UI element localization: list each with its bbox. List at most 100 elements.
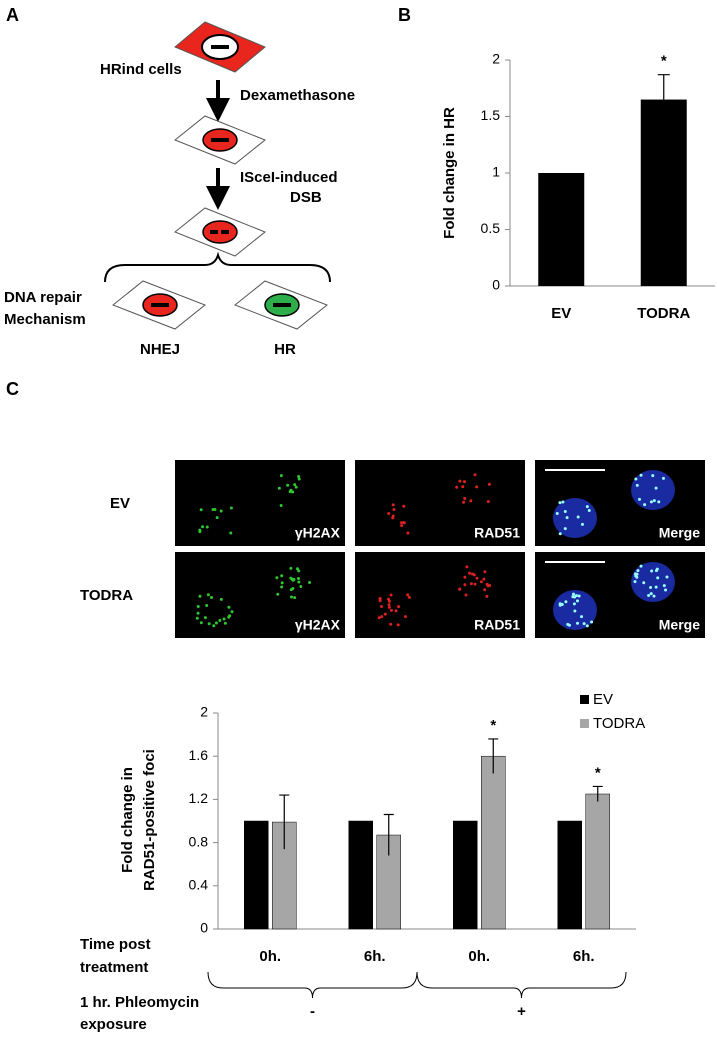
focus (389, 593, 393, 597)
focus (294, 485, 298, 489)
y-axis-label: Fold change in (119, 767, 136, 873)
focus (483, 588, 487, 592)
focus (650, 569, 654, 573)
nucleus (631, 470, 675, 510)
focus (383, 612, 387, 616)
y-tick-label: 1 (492, 164, 500, 180)
focus (462, 500, 466, 504)
group-label: + (517, 1003, 526, 1020)
focus (652, 499, 656, 503)
focus (639, 473, 643, 477)
diagram-text: ISceI-induced (240, 169, 338, 186)
bar (538, 173, 585, 286)
focus (576, 621, 580, 625)
bar (585, 793, 610, 930)
focus (662, 584, 666, 588)
channel-label: γH2AX (295, 525, 341, 541)
y-tick-label: 1.2 (189, 790, 209, 806)
y-axis-label: RAD51-positive foci (141, 749, 158, 891)
panel-label: A (6, 5, 19, 25)
focus (198, 530, 202, 534)
focus (196, 604, 200, 608)
focus (400, 521, 404, 525)
error-bar (488, 738, 499, 774)
channel-label: RAD51 (474, 617, 520, 633)
focus (657, 500, 661, 504)
legend-swatch (580, 695, 589, 704)
focus (483, 570, 487, 574)
focus (394, 609, 398, 613)
focus (280, 585, 284, 589)
focus (573, 595, 577, 599)
diagram-text: NHEJ (140, 341, 180, 358)
focus (558, 532, 562, 536)
focus (223, 621, 227, 625)
focus (647, 594, 651, 598)
y-tick-label: 0 (492, 277, 500, 293)
focus (561, 500, 565, 504)
focus (587, 508, 591, 512)
row-label: TODRA (80, 587, 133, 604)
focus (573, 609, 577, 613)
focus (563, 527, 567, 531)
focus (473, 473, 477, 477)
focus (391, 503, 395, 507)
bar (481, 755, 506, 930)
focus (214, 621, 218, 625)
nucleus (631, 562, 675, 602)
legend-label: TODRA (593, 715, 645, 732)
focus (391, 514, 395, 518)
y-tick-label: 0.4 (189, 877, 209, 893)
focus (572, 602, 576, 606)
focus (488, 583, 492, 587)
focus (582, 622, 586, 626)
focus (565, 516, 569, 520)
focus (649, 585, 653, 589)
focus (275, 576, 279, 580)
focus (585, 505, 589, 509)
legend-swatch (580, 719, 589, 728)
focus (212, 624, 216, 628)
group-label: - (310, 1003, 315, 1020)
focus (291, 578, 295, 582)
focus (558, 501, 562, 505)
focus (196, 611, 200, 615)
focus (293, 596, 297, 600)
focus (590, 620, 594, 624)
image-panel (175, 552, 345, 638)
focus (403, 615, 407, 619)
focus (479, 580, 483, 584)
focus (639, 564, 643, 568)
focus (392, 508, 396, 512)
focus (291, 586, 295, 590)
focus (563, 509, 567, 513)
focus (230, 610, 234, 614)
x-tick-label: 6h. (364, 948, 386, 965)
focus (649, 500, 653, 504)
y-tick-label: 1.6 (189, 747, 209, 763)
focus (406, 593, 410, 597)
focus (455, 485, 459, 489)
focus (293, 483, 297, 487)
focus (387, 597, 391, 601)
row-label: exposure (80, 1016, 147, 1033)
row-label: treatment (80, 959, 148, 976)
focus (638, 497, 642, 501)
focus (299, 584, 303, 588)
focus (396, 623, 400, 627)
focus (215, 516, 219, 520)
diagram-text: DSB (290, 189, 322, 206)
focus (219, 597, 223, 601)
x-tick-label: 6h. (573, 948, 595, 965)
focus (227, 615, 231, 619)
annotation: * (661, 53, 667, 70)
micrographs (175, 460, 705, 638)
focus (580, 615, 584, 619)
y-tick-label: 0.5 (481, 220, 501, 236)
focus (555, 512, 559, 516)
focus (576, 515, 580, 519)
focus (387, 603, 391, 607)
focus (210, 595, 214, 599)
focus (227, 605, 231, 609)
